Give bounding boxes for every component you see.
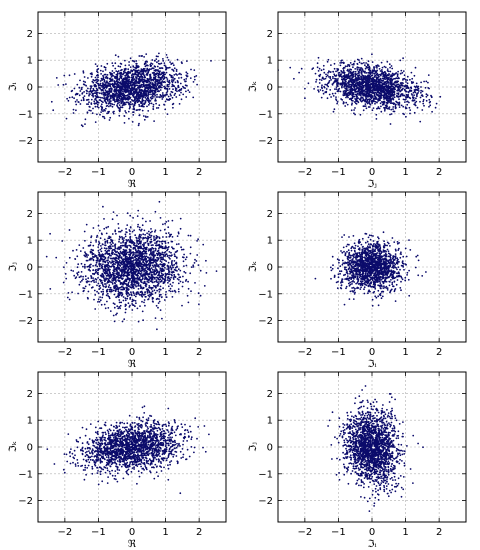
scatter-panel-6: −2 −1 0 1 2 −2 −1 0 1 2 ℑᵢ ℑⱼ bbox=[248, 371, 467, 550]
x-tick-label: 1 bbox=[162, 347, 168, 358]
scatter-points bbox=[45, 200, 218, 331]
scatter-panel-5: −2 −1 0 1 2 −2 −1 0 1 2 ℜ ℑₖ bbox=[8, 371, 227, 550]
scatter-panel-2: −2 −1 0 1 2 −2 −1 0 1 2 ℑⱼ ℑₖ bbox=[248, 11, 467, 190]
x-tick-label: 1 bbox=[402, 527, 408, 538]
x-tick-label: −2 bbox=[57, 167, 72, 178]
scatter-panel-4: −2 −1 0 1 2 −2 −1 0 1 2 ℑᵢ ℑₖ bbox=[248, 191, 467, 370]
y-tick-label: 1 bbox=[267, 416, 273, 427]
scatter-point-cloud bbox=[50, 52, 212, 128]
x-tick-label: −1 bbox=[91, 167, 106, 178]
x-axis-label: ℑⱼ bbox=[367, 179, 377, 190]
y-axis-label: ℑⱼ bbox=[248, 442, 259, 452]
x-tick-label: −1 bbox=[91, 347, 106, 358]
y-tick-label: 0 bbox=[27, 263, 33, 274]
x-tick-label: −1 bbox=[331, 527, 346, 538]
y-tick-label: −1 bbox=[18, 469, 33, 480]
x-tick-label: −2 bbox=[297, 527, 312, 538]
y-tick-label: 2 bbox=[27, 29, 33, 40]
y-tick-label: 0 bbox=[267, 83, 273, 94]
x-tick-label: 0 bbox=[369, 347, 375, 358]
scatter-points bbox=[327, 385, 424, 513]
y-axis-label: ℑᵢ bbox=[8, 83, 19, 92]
x-tick-label: 1 bbox=[162, 167, 168, 178]
scatter-points bbox=[278, 53, 442, 125]
x-tick-label: 0 bbox=[369, 527, 375, 538]
x-tick-label: −1 bbox=[91, 527, 106, 538]
y-tick-label: 0 bbox=[27, 83, 33, 94]
y-tick-label: 2 bbox=[27, 389, 33, 400]
y-axis-label: ℑₖ bbox=[248, 81, 259, 92]
scatter-point-cloud bbox=[314, 231, 427, 307]
scatter-point-cloud bbox=[46, 405, 210, 495]
grid-lines bbox=[278, 372, 466, 522]
x-tick-label: 2 bbox=[196, 347, 202, 358]
x-tick-label: 0 bbox=[369, 167, 375, 178]
y-tick-label: −1 bbox=[258, 289, 273, 300]
x-tick-label: 2 bbox=[196, 167, 202, 178]
y-tick-label: −1 bbox=[258, 469, 273, 480]
y-tick-label: −1 bbox=[18, 289, 33, 300]
y-tick-label: 1 bbox=[27, 416, 33, 427]
x-tick-label: 1 bbox=[402, 167, 408, 178]
y-tick-label: 1 bbox=[267, 56, 273, 67]
x-axis-label: ℑᵢ bbox=[368, 539, 377, 550]
y-tick-label: −2 bbox=[258, 316, 273, 327]
grid-lines bbox=[38, 12, 226, 162]
y-tick-label: 1 bbox=[27, 56, 33, 67]
x-tick-label: −2 bbox=[297, 167, 312, 178]
x-tick-label: 1 bbox=[162, 527, 168, 538]
y-tick-label: 0 bbox=[27, 443, 33, 454]
y-axis-label: ℑⱼ bbox=[8, 262, 19, 272]
y-tick-label: −2 bbox=[258, 136, 273, 147]
x-tick-label: 2 bbox=[436, 347, 442, 358]
scatter-points bbox=[46, 405, 210, 495]
y-tick-label: 2 bbox=[267, 389, 273, 400]
y-axis-label: ℑₖ bbox=[8, 441, 19, 452]
scatter-point-cloud bbox=[327, 385, 424, 513]
scatter-points bbox=[50, 52, 212, 128]
x-tick-label: 0 bbox=[129, 527, 135, 538]
scatter-panel-1: −2 −1 0 1 2 −2 −1 0 1 2 ℜ ℑᵢ bbox=[8, 11, 227, 190]
scatter-point-cloud bbox=[278, 53, 442, 125]
x-tick-label: 0 bbox=[129, 347, 135, 358]
x-tick-label: 2 bbox=[436, 527, 442, 538]
x-tick-label: −1 bbox=[331, 167, 346, 178]
x-tick-label: −2 bbox=[297, 347, 312, 358]
y-tick-label: −2 bbox=[18, 136, 33, 147]
y-axis-label: ℑₖ bbox=[248, 261, 259, 272]
y-tick-label: 0 bbox=[267, 263, 273, 274]
x-axis-label: ℑᵢ bbox=[368, 359, 377, 370]
y-tick-label: 2 bbox=[267, 29, 273, 40]
x-tick-label: 2 bbox=[196, 527, 202, 538]
y-tick-label: −1 bbox=[258, 109, 273, 120]
x-tick-label: 1 bbox=[402, 347, 408, 358]
x-axis-label: ℜ bbox=[128, 539, 137, 550]
x-tick-label: −2 bbox=[57, 347, 72, 358]
x-axis-label: ℜ bbox=[128, 179, 137, 190]
y-tick-label: 1 bbox=[27, 236, 33, 247]
y-tick-label: 0 bbox=[267, 443, 273, 454]
x-axis-label: ℜ bbox=[128, 359, 137, 370]
y-tick-label: 1 bbox=[267, 236, 273, 247]
scatter-point-cloud bbox=[45, 200, 218, 331]
y-tick-label: 2 bbox=[267, 209, 273, 220]
x-tick-label: 0 bbox=[129, 167, 135, 178]
y-tick-label: 2 bbox=[27, 209, 33, 220]
grid-lines bbox=[278, 12, 466, 162]
x-tick-label: 2 bbox=[436, 167, 442, 178]
x-tick-label: −2 bbox=[57, 527, 72, 538]
y-tick-label: −2 bbox=[18, 496, 33, 507]
x-tick-label: −1 bbox=[331, 347, 346, 358]
scatter-points bbox=[314, 231, 427, 307]
y-tick-label: −2 bbox=[18, 316, 33, 327]
scatter-panel-3: −2 −1 0 1 2 −2 −1 0 1 2 ℜ ℑⱼ bbox=[8, 191, 227, 370]
y-tick-label: −2 bbox=[258, 496, 273, 507]
y-tick-label: −1 bbox=[18, 109, 33, 120]
